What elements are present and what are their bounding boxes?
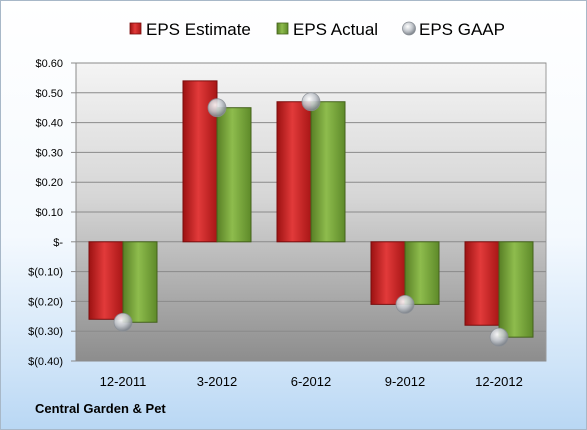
bar-eps-actual — [310, 101, 346, 243]
legend-item-eps-actual: EPS Actual — [276, 20, 378, 39]
x-category-label: 9-2012 — [385, 374, 425, 389]
y-tick-label: $(0.10) — [28, 267, 63, 279]
y-tick-label: $(0.40) — [28, 356, 63, 368]
bar-eps-estimate — [464, 241, 500, 326]
y-tick-label: $(0.20) — [28, 296, 63, 308]
y-axis: $0.60 $0.50 $0.40 $0.30 $0.20 $0.10 $- $(0.10) $… — [28, 58, 77, 368]
legend-label: EPS GAAP — [419, 20, 505, 39]
legend-item-eps-estimate: EPS Estimate — [129, 20, 251, 39]
legend: EPS Estimate EPS Actual EPS GAAP — [129, 20, 505, 39]
x-category-label: 3-2012 — [197, 374, 237, 389]
y-tick-label: $0.20 — [35, 177, 63, 189]
y-tick-label: $0.30 — [35, 147, 63, 159]
x-category-label: 12-2011 — [100, 374, 147, 389]
y-tick-label: $0.50 — [35, 88, 63, 100]
legend-label: EPS Estimate — [146, 20, 251, 39]
bar-eps-actual — [404, 241, 440, 305]
x-category-label: 12-2012 — [475, 374, 523, 389]
marker-eps-gaap — [113, 312, 133, 332]
legend-swatch — [129, 22, 142, 35]
x-axis: 12-2011 3-2012 6-2012 9-2012 12-2012 — [100, 374, 523, 389]
marker-eps-gaap — [489, 327, 509, 347]
company-name: Central Garden & Pet — [35, 401, 166, 416]
legend-swatch — [402, 21, 416, 36]
legend-label: EPS Actual — [293, 20, 378, 39]
bar-eps-actual — [498, 241, 534, 338]
legend-swatch — [276, 22, 289, 35]
marker-eps-gaap — [301, 92, 321, 112]
y-tick-label: $(0.30) — [28, 326, 63, 338]
bar-eps-actual — [122, 241, 158, 323]
y-tick-label: $0.10 — [35, 207, 63, 219]
y-tick-label: $0.40 — [35, 118, 63, 130]
legend-item-eps-gaap: EPS GAAP — [402, 20, 505, 39]
bar-eps-actual — [216, 107, 252, 243]
bar-eps-estimate — [370, 241, 406, 305]
y-tick-label: $- — [53, 237, 63, 249]
x-category-label: 6-2012 — [291, 374, 331, 389]
markers-layer — [113, 92, 509, 347]
bar-eps-estimate — [276, 101, 312, 243]
y-tick-label: $0.60 — [35, 58, 63, 70]
marker-eps-gaap — [395, 294, 415, 314]
marker-eps-gaap — [207, 98, 227, 118]
bar-eps-estimate — [88, 241, 124, 320]
